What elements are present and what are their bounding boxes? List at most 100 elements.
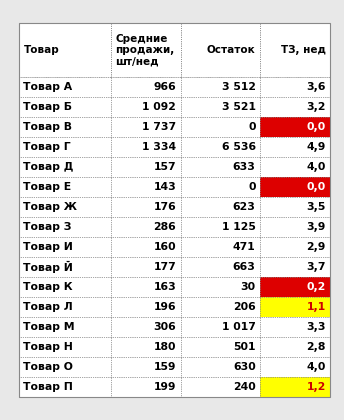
- Text: 3 521: 3 521: [222, 102, 256, 112]
- Bar: [19, 317, 111, 337]
- Text: 3,6: 3,6: [306, 82, 326, 92]
- Text: Товар З: Товар З: [23, 222, 72, 232]
- Bar: [111, 23, 181, 77]
- Bar: [19, 23, 111, 77]
- Text: 3,9: 3,9: [307, 222, 326, 232]
- Text: 1,2: 1,2: [307, 382, 326, 392]
- Bar: [19, 277, 111, 297]
- Text: Товар А: Товар А: [23, 82, 73, 92]
- Text: 3 512: 3 512: [222, 82, 256, 92]
- Text: 3,7: 3,7: [306, 262, 326, 272]
- Text: 306: 306: [153, 322, 176, 332]
- Text: 2,9: 2,9: [307, 242, 326, 252]
- Text: 4,0: 4,0: [307, 362, 326, 372]
- Bar: [260, 297, 330, 317]
- Text: Товар К: Товар К: [23, 282, 73, 292]
- Bar: [181, 277, 260, 297]
- Text: 1,1: 1,1: [307, 302, 326, 312]
- Text: Товар Е: Товар Е: [23, 182, 72, 192]
- Bar: [19, 377, 111, 397]
- Bar: [260, 357, 330, 377]
- Bar: [260, 217, 330, 237]
- Text: 3,2: 3,2: [306, 102, 326, 112]
- Text: 0: 0: [248, 182, 256, 192]
- Bar: [19, 117, 111, 137]
- Bar: [260, 23, 330, 77]
- Text: 1 017: 1 017: [222, 322, 256, 332]
- Text: Товар О: Товар О: [23, 362, 73, 372]
- Bar: [181, 97, 260, 117]
- Bar: [19, 237, 111, 257]
- Text: 157: 157: [154, 162, 176, 172]
- Bar: [111, 137, 181, 157]
- Bar: [111, 157, 181, 177]
- Text: 0,0: 0,0: [307, 182, 326, 192]
- Bar: [111, 217, 181, 237]
- Text: ТЗ, нед: ТЗ, нед: [281, 45, 326, 55]
- Bar: [181, 197, 260, 217]
- Bar: [260, 117, 330, 137]
- Bar: [260, 337, 330, 357]
- Text: 159: 159: [154, 362, 176, 372]
- Bar: [260, 137, 330, 157]
- Text: 633: 633: [233, 162, 256, 172]
- Bar: [19, 97, 111, 117]
- Bar: [19, 257, 111, 277]
- Bar: [260, 257, 330, 277]
- Text: 1 334: 1 334: [142, 142, 176, 152]
- Bar: [111, 297, 181, 317]
- Bar: [111, 237, 181, 257]
- Bar: [111, 97, 181, 117]
- Text: Товар Б: Товар Б: [23, 102, 72, 112]
- Bar: [111, 317, 181, 337]
- Bar: [260, 177, 330, 197]
- Text: 143: 143: [153, 182, 176, 192]
- Text: 3,5: 3,5: [307, 202, 326, 212]
- Text: Товар Й: Товар Й: [23, 261, 73, 273]
- Text: Товар Г: Товар Г: [23, 142, 71, 152]
- Bar: [181, 237, 260, 257]
- Bar: [181, 257, 260, 277]
- Bar: [260, 197, 330, 217]
- Bar: [19, 77, 111, 97]
- Bar: [260, 277, 330, 297]
- Bar: [111, 377, 181, 397]
- Text: Товар Д: Товар Д: [23, 162, 74, 172]
- Bar: [19, 337, 111, 357]
- Text: Товар М: Товар М: [23, 322, 75, 332]
- Text: 471: 471: [233, 242, 256, 252]
- Text: 0,0: 0,0: [307, 122, 326, 132]
- Bar: [260, 377, 330, 397]
- Bar: [181, 177, 260, 197]
- Bar: [181, 77, 260, 97]
- Bar: [181, 337, 260, 357]
- Text: 286: 286: [153, 222, 176, 232]
- Bar: [19, 177, 111, 197]
- Bar: [19, 137, 111, 157]
- Bar: [181, 157, 260, 177]
- Bar: [181, 377, 260, 397]
- Text: 623: 623: [233, 202, 256, 212]
- Text: Товар П: Товар П: [23, 382, 73, 392]
- Text: 1 092: 1 092: [142, 102, 176, 112]
- Text: 206: 206: [233, 302, 256, 312]
- Bar: [260, 317, 330, 337]
- Bar: [260, 157, 330, 177]
- Text: 2,8: 2,8: [307, 342, 326, 352]
- Text: 160: 160: [154, 242, 176, 252]
- Text: 6 536: 6 536: [222, 142, 256, 152]
- Bar: [181, 217, 260, 237]
- Text: Остаток: Остаток: [207, 45, 256, 55]
- Text: 0: 0: [248, 122, 256, 132]
- Text: 0,2: 0,2: [307, 282, 326, 292]
- Text: 176: 176: [153, 202, 176, 212]
- Bar: [181, 297, 260, 317]
- Bar: [19, 23, 330, 397]
- Bar: [260, 97, 330, 117]
- Bar: [111, 177, 181, 197]
- Text: Средние
продажи,
шт/нед: Средние продажи, шт/нед: [115, 34, 174, 67]
- Text: 177: 177: [153, 262, 176, 272]
- Text: Товар Л: Товар Л: [23, 302, 73, 312]
- Bar: [181, 137, 260, 157]
- Text: Товар В: Товар В: [23, 122, 72, 132]
